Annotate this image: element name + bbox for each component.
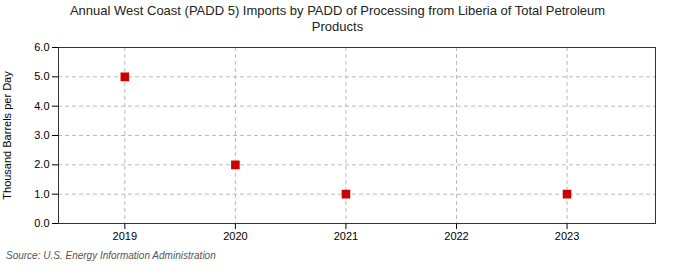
svg-text:2020: 2020	[223, 230, 247, 242]
svg-text:1.0: 1.0	[34, 188, 49, 200]
svg-text:2023: 2023	[555, 230, 579, 242]
svg-text:3.0: 3.0	[34, 129, 49, 141]
svg-text:5.0: 5.0	[34, 70, 49, 82]
svg-text:2021: 2021	[334, 230, 358, 242]
svg-text:0.0: 0.0	[34, 217, 49, 229]
html-text:Annual West Coast (PADD 5) Imp: Annual West Coast (PADD 5) Imports by PA…	[69, 3, 606, 34]
svg-text:6.0: 6.0	[34, 41, 49, 53]
html-text:Source: U.S. Energy Informatio: Source: U.S. Energy Information Administ…	[6, 250, 216, 261]
svg-text:2022: 2022	[444, 230, 468, 242]
svg-text:4.0: 4.0	[34, 100, 49, 112]
svg-text:2019: 2019	[113, 230, 137, 242]
svg-text:2.0: 2.0	[34, 158, 49, 170]
svg-text:Thousand Barrels per Day: Thousand Barrels per Day	[1, 71, 13, 200]
